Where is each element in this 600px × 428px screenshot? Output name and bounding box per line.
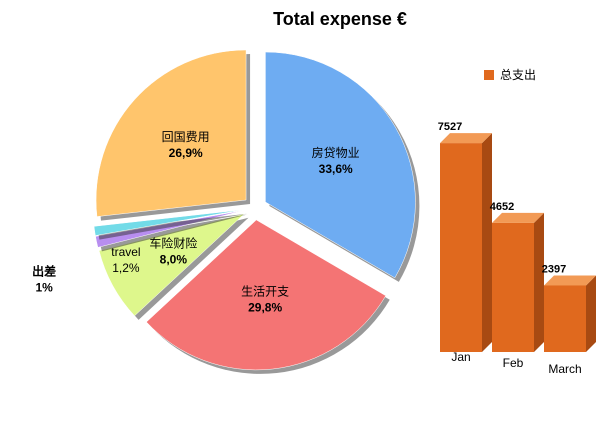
bar-side — [482, 133, 492, 352]
slice-label: 车险财险 — [149, 236, 197, 251]
pie-slice-shadow — [99, 214, 248, 252]
x-tick-label: Jan — [451, 350, 470, 364]
x-tick-label: Feb — [503, 356, 524, 370]
pie-slice-shadow — [98, 213, 248, 240]
bar — [492, 222, 534, 352]
slice-value-label: 1% — [35, 280, 53, 294]
slice-value-label: 33,6% — [319, 162, 353, 176]
slice-value-label: 8,0% — [160, 253, 188, 267]
bar-value-label: 7527 — [438, 121, 462, 133]
legend-label: 总支出 — [500, 68, 536, 82]
pie-slice — [93, 209, 244, 236]
bar-top — [440, 133, 492, 144]
slice-value-label: 29,8% — [248, 301, 282, 315]
bar-top — [492, 212, 544, 223]
chart-title: Total expense € — [273, 9, 407, 29]
slice-label: 房贷物业 — [312, 145, 360, 160]
pie-slice — [265, 51, 416, 279]
pie-slice — [146, 219, 387, 371]
slice-value-label: 1,2% — [112, 261, 140, 275]
x-tick-label: March — [548, 362, 581, 376]
pie-slice — [98, 213, 245, 317]
slice-value-label: 26,9% — [169, 146, 203, 160]
slice-label: 回国费用 — [162, 130, 210, 144]
bar-value-label: 4652 — [490, 201, 514, 213]
bar — [544, 285, 586, 352]
pie-slice — [95, 49, 247, 217]
bar — [440, 143, 482, 352]
slice-label: 出差 — [32, 263, 56, 278]
bar-side — [534, 212, 544, 352]
legend-swatch — [484, 70, 494, 80]
bar-value-label: 2397 — [542, 263, 566, 275]
bar-side — [586, 275, 596, 352]
slice-label: travel — [111, 245, 140, 259]
bar-top — [544, 275, 596, 286]
slice-label: 生活开支 — [241, 285, 289, 299]
